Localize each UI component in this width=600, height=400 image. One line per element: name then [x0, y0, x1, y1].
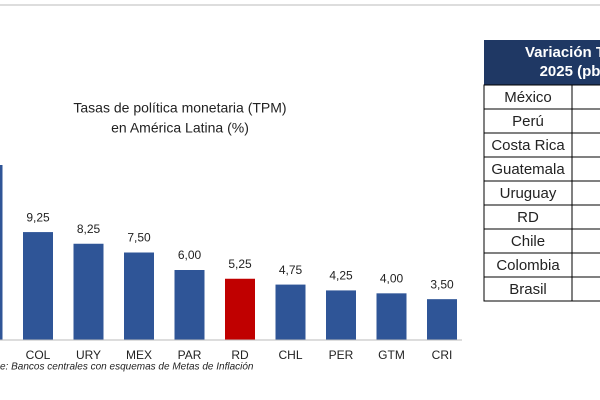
table-cell: [571, 276, 600, 302]
value-label: 9,25: [26, 210, 50, 224]
table-cell: [571, 228, 600, 254]
table-cell: [483, 84, 573, 110]
table-row-label: Costa Rica: [491, 137, 565, 154]
value-label: 4,00: [380, 272, 404, 286]
table-header: 2025 (pb: [540, 63, 600, 80]
x-tick-label: MEX: [126, 348, 152, 362]
table-row-label: Brasil: [509, 281, 547, 298]
table-cell: [571, 132, 600, 158]
x-tick-label: GTM: [378, 348, 405, 362]
x-tick-label: PAR: [178, 348, 202, 362]
table-row-label: Perú: [512, 113, 544, 130]
bar: [225, 278, 255, 340]
table-row-label: Colombia: [496, 257, 560, 274]
value-label: 4,75: [279, 263, 303, 277]
value-label: 8,25: [77, 222, 101, 236]
bar: [427, 299, 457, 340]
table-cell: [483, 228, 573, 254]
table-cell: [571, 84, 600, 110]
table-cell: [571, 180, 600, 206]
bar: [174, 270, 205, 340]
value-label: 7,50: [127, 231, 151, 245]
bar: [326, 290, 356, 340]
table-cell: [483, 276, 573, 302]
table-row-label: Chile: [511, 233, 545, 250]
chart-title: Tasas de política monetaria (TPM): [73, 100, 286, 116]
bar: [73, 243, 104, 340]
bar: [124, 252, 154, 340]
table-row-label: México: [504, 89, 552, 106]
chart-title: en América Latina (%): [111, 120, 249, 136]
x-tick-label: PER: [329, 348, 354, 362]
source-note: e: Bancos centrales con esquemas de Meta…: [0, 362, 254, 373]
x-tick-label: COL: [26, 348, 51, 362]
table-cell: [571, 108, 600, 134]
value-label: 5,25: [228, 257, 252, 271]
table-row-label: Uruguay: [500, 185, 557, 202]
value-label: 6,00: [178, 248, 202, 262]
x-tick-label: RD: [231, 348, 249, 362]
bar: [0, 165, 3, 340]
value-label: 4,25: [329, 269, 353, 283]
table-cell: [483, 180, 573, 206]
table-row-label: Guatemala: [491, 161, 565, 178]
x-tick-label: CRI: [432, 348, 453, 362]
bar: [376, 293, 407, 340]
bar: [275, 284, 306, 340]
table-cell: [483, 132, 573, 158]
table-header-bg: [484, 40, 600, 85]
table-header: Variación TP: [525, 44, 600, 61]
table-row-label: RD: [517, 209, 539, 226]
bar: [23, 232, 53, 340]
x-tick-label: URY: [76, 348, 101, 362]
table-cell: [571, 204, 600, 230]
table-cell: [571, 156, 600, 182]
x-tick-label: CHL: [278, 348, 302, 362]
table-cell: [571, 252, 600, 278]
value-label: 3,50: [430, 277, 454, 291]
